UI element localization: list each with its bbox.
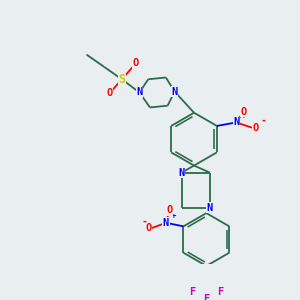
- Text: F: F: [203, 294, 209, 300]
- Text: -: -: [142, 217, 146, 226]
- Text: -: -: [262, 116, 266, 126]
- Text: N: N: [207, 203, 213, 213]
- Text: O: O: [145, 223, 152, 233]
- Text: O: O: [106, 88, 112, 98]
- Text: O: O: [253, 123, 259, 133]
- Text: O: O: [240, 107, 247, 117]
- Text: N: N: [172, 87, 178, 97]
- Text: N: N: [136, 88, 142, 98]
- Text: N: N: [163, 218, 169, 228]
- Text: +: +: [170, 212, 176, 218]
- Text: N: N: [136, 88, 142, 98]
- Text: F: F: [217, 286, 224, 296]
- Text: S: S: [118, 73, 125, 86]
- Text: F: F: [189, 286, 195, 296]
- Text: O: O: [166, 206, 172, 215]
- Text: O: O: [133, 58, 139, 68]
- Text: +: +: [241, 113, 247, 119]
- Text: N: N: [178, 168, 185, 178]
- Text: N: N: [233, 117, 239, 128]
